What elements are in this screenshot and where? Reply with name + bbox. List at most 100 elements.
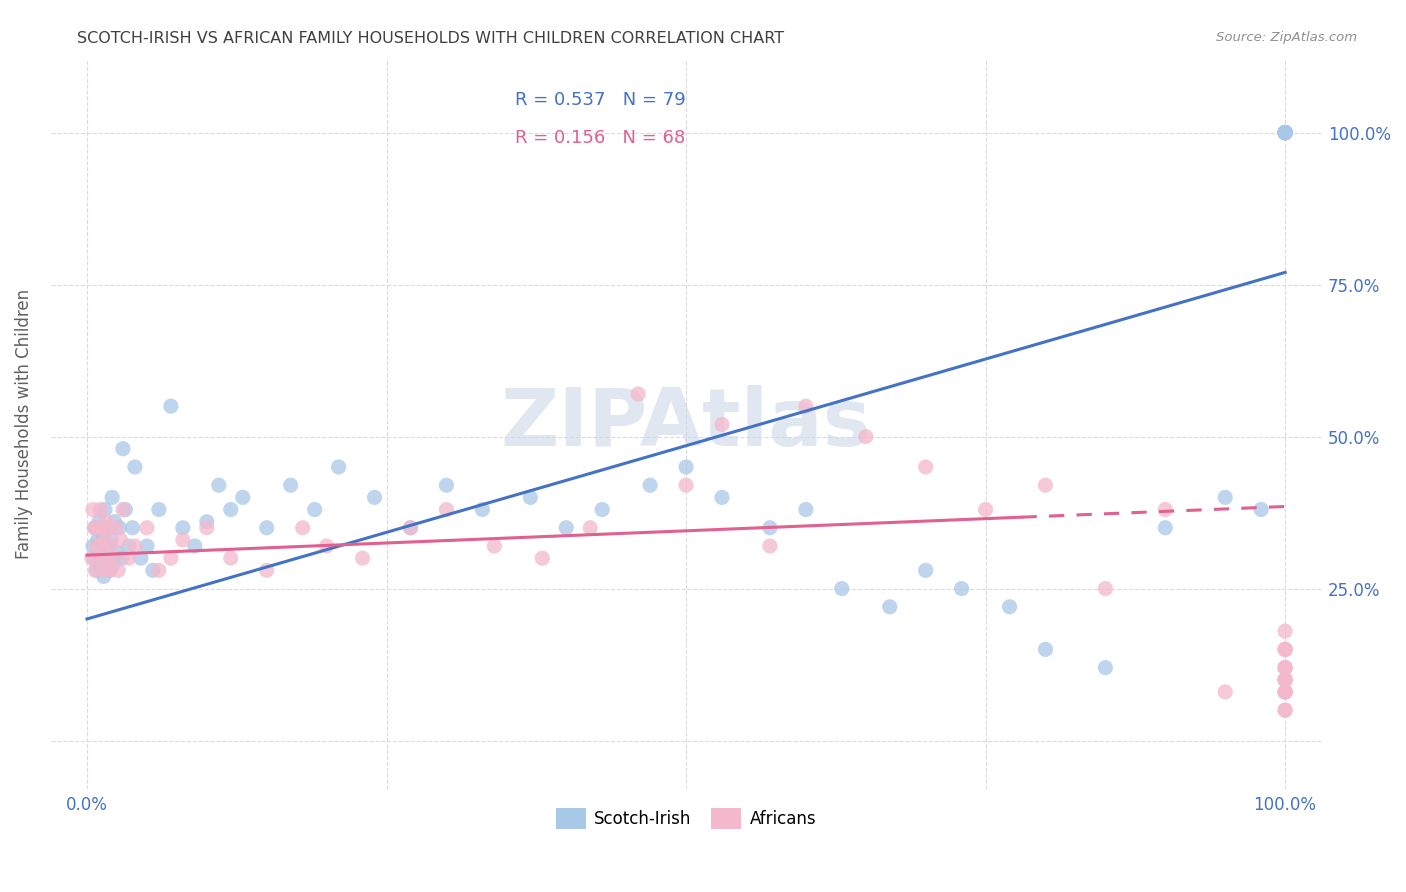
Point <box>87 551 110 566</box>
Point <box>105 545 128 559</box>
Point <box>1274 673 1296 687</box>
Point <box>94 502 117 516</box>
Point <box>974 502 997 516</box>
Point <box>100 533 122 547</box>
Point <box>129 551 152 566</box>
Point <box>87 521 110 535</box>
Point <box>84 563 107 577</box>
Point <box>1274 126 1296 140</box>
Point <box>208 478 231 492</box>
Point <box>97 521 120 535</box>
Point <box>304 502 326 516</box>
Point <box>135 521 157 535</box>
Point <box>148 563 170 577</box>
Point <box>96 551 118 566</box>
Point <box>93 569 115 583</box>
Point <box>103 515 125 529</box>
Point <box>555 521 578 535</box>
Point <box>110 533 132 547</box>
Point <box>1274 624 1296 639</box>
Point <box>711 491 734 505</box>
Point <box>111 442 134 456</box>
Point <box>83 551 105 566</box>
Point <box>1154 521 1177 535</box>
Text: SCOTCH-IRISH VS AFRICAN FAMILY HOUSEHOLDS WITH CHILDREN CORRELATION CHART: SCOTCH-IRISH VS AFRICAN FAMILY HOUSEHOLD… <box>77 31 785 46</box>
Point <box>1274 642 1296 657</box>
Point <box>1274 126 1296 140</box>
Point <box>759 539 782 553</box>
Point <box>89 558 111 572</box>
Point <box>97 521 120 535</box>
Point <box>831 582 853 596</box>
Point <box>1274 685 1296 699</box>
Point <box>1274 673 1296 687</box>
Point <box>118 551 141 566</box>
Point <box>100 539 122 553</box>
Point <box>675 478 697 492</box>
Point <box>1274 673 1296 687</box>
Text: Source: ZipAtlas.com: Source: ZipAtlas.com <box>1216 31 1357 45</box>
Point <box>103 558 125 572</box>
Point <box>1274 703 1296 717</box>
Text: R = 0.537   N = 79: R = 0.537 N = 79 <box>515 91 685 109</box>
Point <box>1274 126 1296 140</box>
Point <box>711 417 734 432</box>
Point <box>1274 126 1296 140</box>
Point <box>579 521 602 535</box>
Point <box>142 563 165 577</box>
Point <box>172 521 194 535</box>
Point <box>1274 126 1296 140</box>
Point <box>1274 126 1296 140</box>
Point <box>1274 126 1296 140</box>
Point <box>1213 685 1236 699</box>
Text: R = 0.156   N = 68: R = 0.156 N = 68 <box>515 129 685 147</box>
Point <box>638 478 661 492</box>
Point <box>160 551 183 566</box>
Point <box>98 563 121 577</box>
Point <box>471 502 494 516</box>
Point <box>352 551 374 566</box>
Point <box>363 491 385 505</box>
Point <box>855 429 877 443</box>
Point <box>1274 703 1296 717</box>
Point <box>87 533 110 547</box>
Point <box>1274 126 1296 140</box>
Point <box>124 460 146 475</box>
Point <box>531 551 554 566</box>
Point <box>627 387 650 401</box>
Point <box>675 460 697 475</box>
Point <box>280 478 302 492</box>
Point <box>89 502 111 516</box>
Point <box>118 539 141 553</box>
Point <box>1274 685 1296 699</box>
Point <box>86 539 108 553</box>
Point <box>1274 126 1296 140</box>
Point <box>1154 502 1177 516</box>
Point <box>1274 660 1296 674</box>
Point <box>148 502 170 516</box>
Point <box>90 545 112 559</box>
Point <box>436 478 458 492</box>
Point <box>1274 673 1296 687</box>
Point <box>1274 660 1296 674</box>
Point <box>86 563 108 577</box>
Point <box>124 539 146 553</box>
Point <box>104 521 127 535</box>
Point <box>96 539 118 553</box>
Point <box>591 502 613 516</box>
Point <box>1094 660 1116 674</box>
Point <box>1274 685 1296 699</box>
Point <box>1213 491 1236 505</box>
Point <box>256 521 278 535</box>
Point <box>108 521 131 535</box>
Point <box>1035 642 1057 657</box>
Point <box>794 399 817 413</box>
Point <box>82 502 104 516</box>
Point <box>195 515 218 529</box>
Point <box>1094 582 1116 596</box>
Point <box>914 460 936 475</box>
Point <box>111 551 134 566</box>
Point <box>98 563 121 577</box>
Point <box>1250 502 1272 516</box>
Point <box>914 563 936 577</box>
